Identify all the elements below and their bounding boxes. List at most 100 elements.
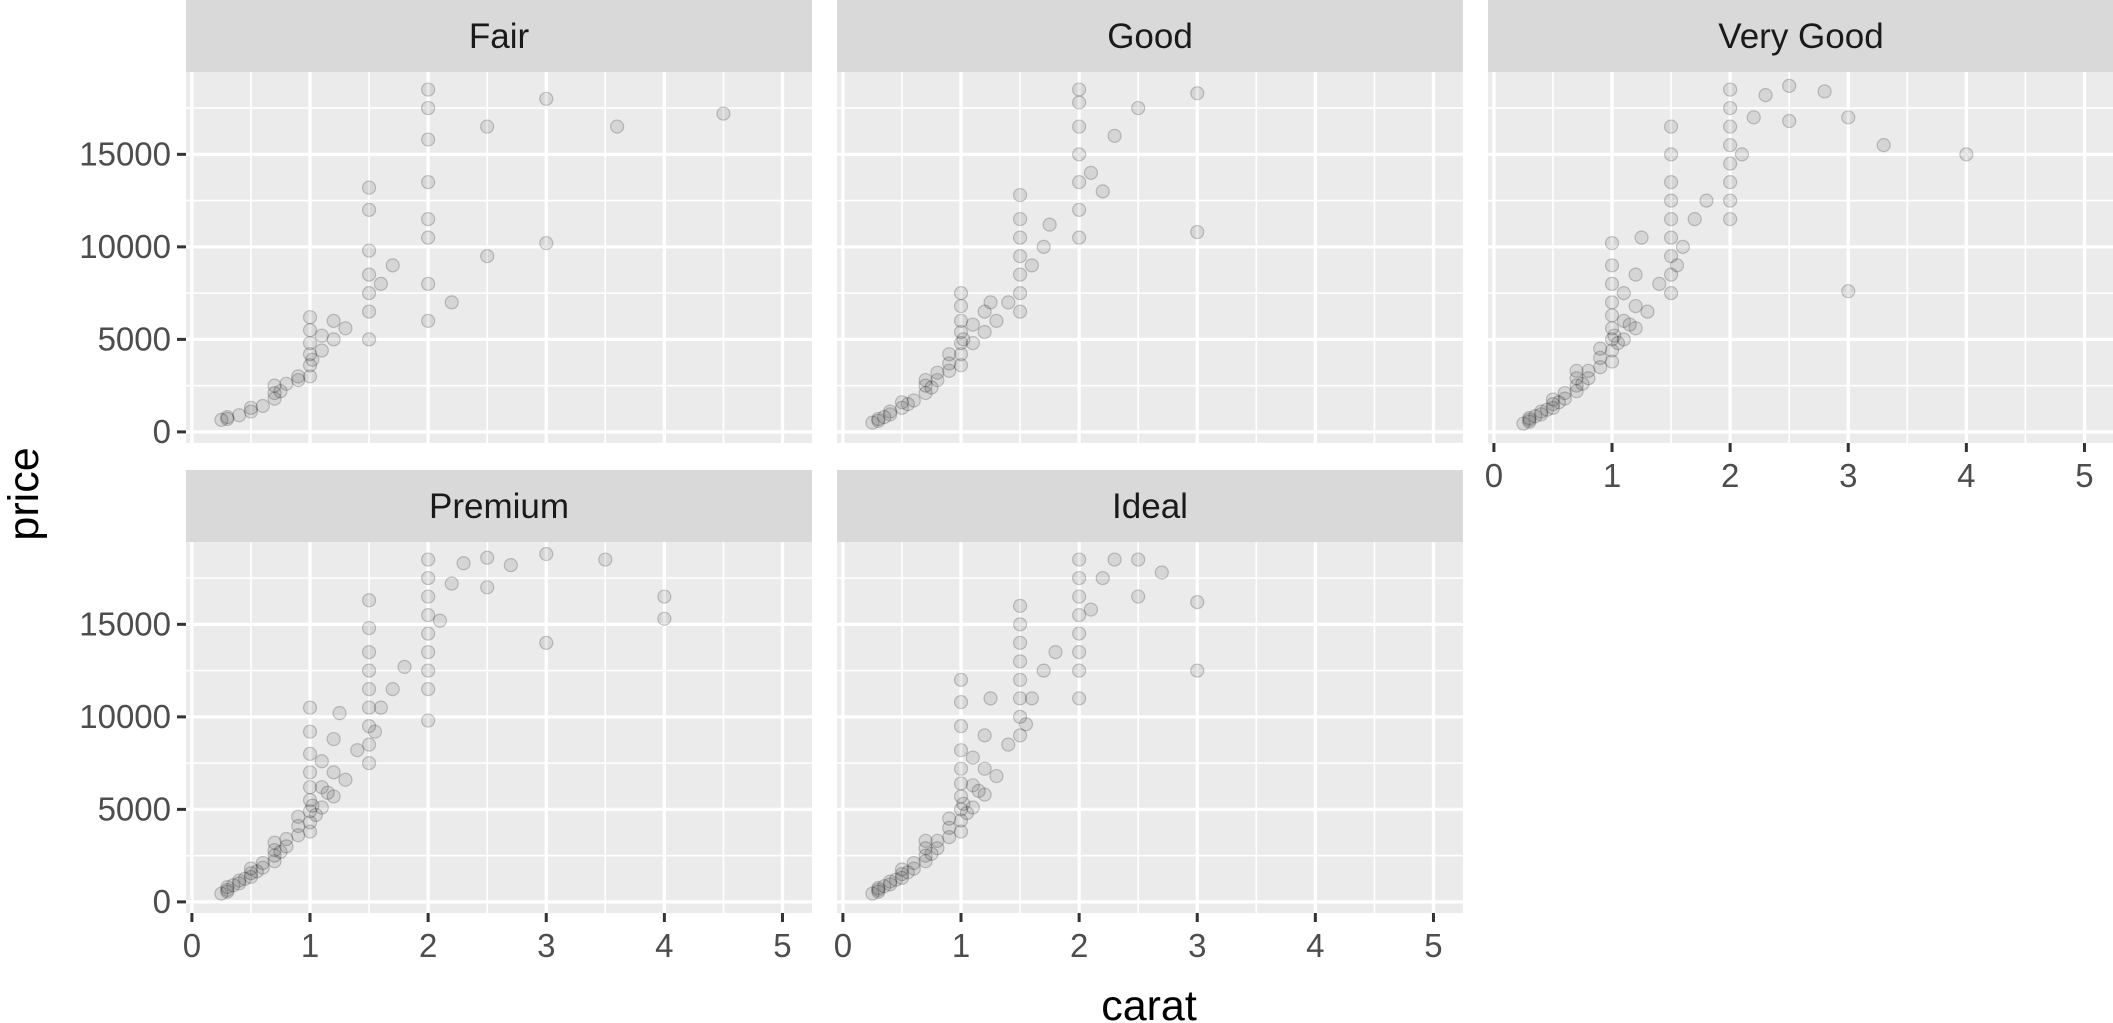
data-point xyxy=(983,691,998,706)
data-point xyxy=(894,862,910,877)
data-point xyxy=(243,400,259,415)
data-point xyxy=(220,884,235,899)
data-point xyxy=(953,719,969,734)
data-point xyxy=(1107,552,1122,567)
data-point xyxy=(243,861,259,876)
facet-strip-label: Very Good xyxy=(1718,17,1883,56)
data-point xyxy=(361,756,377,771)
points-group xyxy=(865,82,1205,430)
data-point xyxy=(1593,341,1608,356)
data-point xyxy=(953,802,969,817)
facet-strip-label: Fair xyxy=(469,17,530,56)
data-point xyxy=(308,807,324,823)
data-point xyxy=(361,202,377,217)
y-tick-label: 10000 xyxy=(79,228,171,265)
data-point xyxy=(302,780,318,795)
data-point xyxy=(1628,321,1643,336)
data-point xyxy=(421,589,436,604)
data-point xyxy=(953,761,969,776)
data-point xyxy=(1072,626,1087,641)
data-point xyxy=(1018,717,1034,732)
data-point xyxy=(930,833,945,848)
data-point xyxy=(871,884,886,899)
data-point xyxy=(302,765,318,780)
data-point xyxy=(1539,402,1555,417)
data-point xyxy=(232,408,247,423)
data-point xyxy=(918,378,933,393)
points-group xyxy=(214,82,731,427)
y-tick-label: 0 xyxy=(153,413,171,450)
x-tick-label: 2 xyxy=(1070,927,1088,964)
data-point xyxy=(657,611,672,626)
data-point xyxy=(1581,363,1596,378)
data-point xyxy=(1012,212,1028,227)
data-point xyxy=(314,800,329,815)
data-point xyxy=(1072,230,1087,245)
data-point xyxy=(906,861,921,876)
data-point xyxy=(421,644,436,660)
data-point xyxy=(1723,82,1738,97)
data-point xyxy=(1607,328,1622,343)
data-point xyxy=(1663,212,1679,227)
data-point xyxy=(953,335,969,351)
data-point xyxy=(480,580,495,595)
data-point xyxy=(1190,663,1205,678)
data-point xyxy=(249,864,264,879)
data-point xyxy=(302,815,318,830)
data-point xyxy=(1841,110,1856,125)
data-point xyxy=(1604,258,1620,273)
panel-background xyxy=(186,72,812,443)
data-point xyxy=(1622,317,1637,332)
data-point xyxy=(894,395,910,410)
facet-strip-label: Premium xyxy=(429,487,569,526)
y-tick-label: 0 xyxy=(153,883,171,920)
data-point xyxy=(1569,384,1584,399)
x-tick-label: 5 xyxy=(2075,457,2093,494)
data-point xyxy=(930,841,945,856)
data-point xyxy=(1782,78,1797,93)
data-point xyxy=(610,119,625,134)
data-point xyxy=(361,593,377,608)
data-point xyxy=(305,352,320,367)
data-point xyxy=(865,886,880,901)
data-point xyxy=(900,865,915,880)
data-point xyxy=(1663,249,1679,264)
data-point xyxy=(1604,343,1620,358)
data-point xyxy=(305,798,320,813)
data-point xyxy=(1545,400,1561,415)
data-point xyxy=(302,746,318,761)
data-point xyxy=(1723,212,1738,227)
data-point xyxy=(1190,224,1205,240)
data-point xyxy=(1758,88,1773,103)
facet-strip xyxy=(837,470,1463,542)
panel-background xyxy=(186,542,812,913)
data-point xyxy=(906,393,921,408)
points-group xyxy=(214,546,672,901)
data-point xyxy=(1723,119,1738,134)
data-point xyxy=(918,854,933,869)
data-point xyxy=(1616,332,1631,347)
x-tick-label: 1 xyxy=(301,927,319,964)
y-tick-label: 15000 xyxy=(79,135,171,172)
data-point xyxy=(432,613,448,628)
data-point xyxy=(1072,552,1087,567)
data-point xyxy=(302,323,318,338)
data-point xyxy=(1036,663,1051,678)
data-point xyxy=(1604,308,1620,323)
data-point xyxy=(1569,363,1584,378)
data-point xyxy=(421,713,436,728)
data-point xyxy=(1522,414,1537,429)
data-point xyxy=(1628,298,1643,314)
data-point xyxy=(930,365,945,380)
data-point xyxy=(956,332,971,347)
data-point xyxy=(338,772,353,787)
data-point xyxy=(942,356,957,371)
data-point xyxy=(1663,119,1679,134)
y-tick-label: 10000 xyxy=(79,698,171,735)
data-point xyxy=(1663,230,1679,245)
data-point xyxy=(421,663,436,678)
data-point xyxy=(421,174,436,190)
data-point xyxy=(361,663,377,678)
panel-background xyxy=(837,542,1463,913)
data-point xyxy=(1569,371,1584,386)
